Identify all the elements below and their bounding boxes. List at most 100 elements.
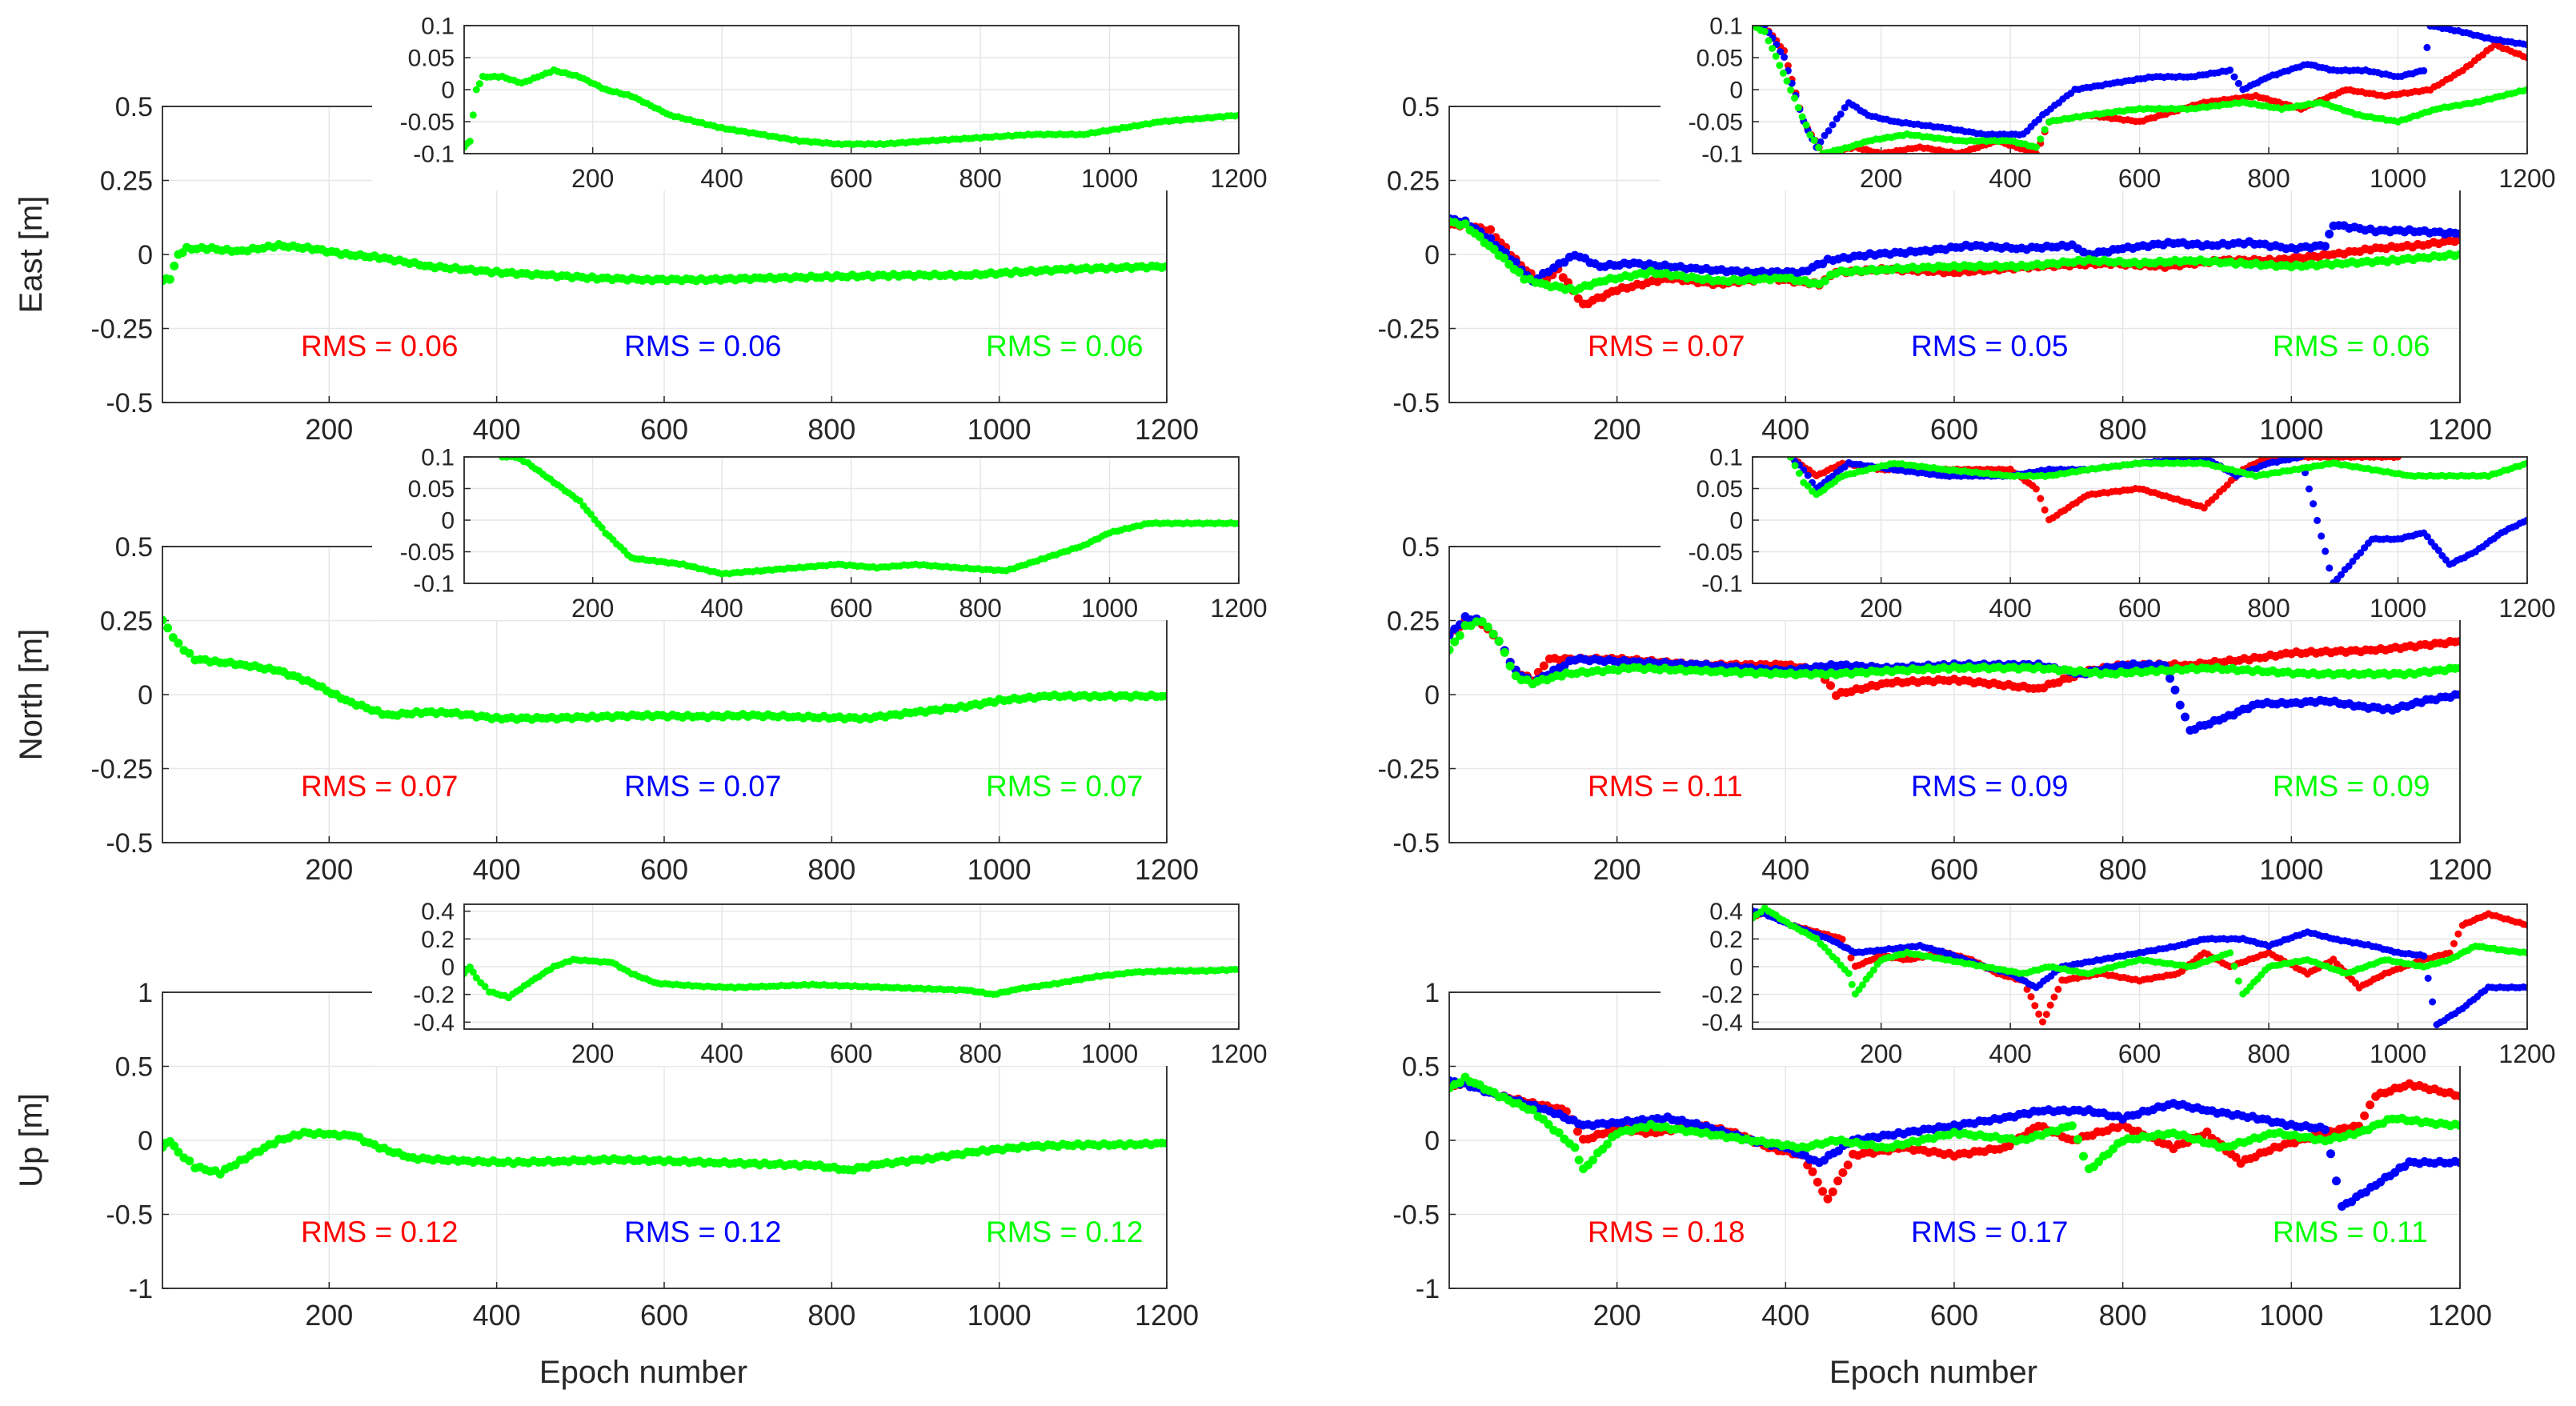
data-point-green xyxy=(1769,45,1777,52)
chart-up-left-inset-series-green xyxy=(464,955,1239,1002)
data-point-green xyxy=(1815,143,1823,151)
data-point-green xyxy=(1528,1105,1537,1115)
data-point-green xyxy=(170,261,179,270)
data-point-blue xyxy=(2523,41,2527,49)
data-point-blue xyxy=(2434,547,2442,555)
chart-east-right-xtick-label: 1000 xyxy=(2259,413,2323,446)
data-point-red xyxy=(2032,150,2040,154)
data-point-blue xyxy=(2423,43,2431,51)
chart-up-left-inset-ytick-label: 0.2 xyxy=(421,927,455,953)
chart-east-right-series-blue xyxy=(1449,214,2460,286)
data-point-green xyxy=(472,974,480,982)
data-point-blue xyxy=(1817,138,1825,146)
data-point-red xyxy=(1843,1160,1853,1170)
data-point-green xyxy=(174,639,183,648)
data-point-green xyxy=(1806,131,1814,139)
data-point-blue xyxy=(2310,500,2318,508)
chart-east-right-inset-xtick-label: 600 xyxy=(2118,164,2161,193)
data-point-red xyxy=(2366,1100,2375,1110)
data-point-green xyxy=(2073,1135,2082,1144)
chart-up-right-rms-green: RMS = 0.11 xyxy=(2273,1216,2428,1248)
chart-east-right-xtick-label: 800 xyxy=(2099,413,2147,446)
chart-north-right-inset-ytick-label: 0.05 xyxy=(1697,476,1743,503)
chart-east-right-inset-xtick-label: 800 xyxy=(2247,164,2290,193)
data-point-blue xyxy=(2165,674,2175,683)
data-point-blue xyxy=(1804,471,1812,479)
chart-up-right-inset-ytick-label: 0 xyxy=(1729,955,1743,981)
data-point-blue xyxy=(2234,79,2242,87)
data-point-green xyxy=(1588,1156,1597,1165)
chart-north-right-ytick-label: 0.5 xyxy=(1402,532,1440,563)
chart-up-right-inset-series-group xyxy=(1753,904,2527,1028)
chart-up-left-inset-ytick-label: 0.4 xyxy=(421,899,455,925)
chart-east-right-inset-ytick-label: 0 xyxy=(1729,78,1743,104)
chart-north-left-inset-ytick-label: -0.1 xyxy=(413,571,455,598)
chart-north-right-xtick-label: 800 xyxy=(2099,853,2147,886)
chart-up-right-xtick-label: 1000 xyxy=(2259,1299,2323,1332)
data-point-red xyxy=(2394,457,2402,461)
data-point-green xyxy=(1162,691,1167,701)
chart-east-left-ytick-label: -0.5 xyxy=(106,388,153,419)
chart-up-right-rms-red: RMS = 0.18 xyxy=(1588,1216,1745,1248)
chart-up-left-inset-xtick-label: 1200 xyxy=(1210,1039,1267,1068)
chart-east-left-series-group xyxy=(162,240,1167,286)
data-point-red xyxy=(2450,939,2458,947)
data-point-red xyxy=(1539,661,1548,671)
data-point-green xyxy=(1449,645,1454,655)
data-point-red xyxy=(2202,1128,2212,1136)
chart-east-right: 200 400 600 800 1000 1200-0.5-0.2500.250.5RMS… xyxy=(1378,14,2556,447)
chart-east-right-rms-green: RMS = 0.06 xyxy=(2273,330,2430,363)
data-point-green xyxy=(185,648,194,658)
chart-east-right-inset-series-group xyxy=(1753,26,2527,154)
chart-east-left-series-green xyxy=(162,240,1167,286)
data-point-blue xyxy=(2321,1125,2330,1135)
chart-east-left-ytick-label: 0.25 xyxy=(100,166,153,196)
chart-up-right-inset-ytick-label: -0.4 xyxy=(1701,1010,1743,1036)
data-point-green xyxy=(1570,1143,1580,1152)
data-point-blue xyxy=(2326,1149,2335,1159)
chart-east-left-xtick-label: 800 xyxy=(807,413,855,446)
chart-east-left-ytick-label: 0.5 xyxy=(115,92,153,122)
chart-up-right-xtick-label: 800 xyxy=(2099,1299,2147,1332)
chart-east-left-rms-green: RMS = 0.06 xyxy=(986,330,1143,363)
chart-up-right-xtick-label: 200 xyxy=(1593,1299,1641,1332)
chart-up-left-xtick-label: 200 xyxy=(305,1299,353,1332)
data-point-blue xyxy=(2523,516,2527,524)
data-point-green xyxy=(1455,631,1464,640)
chart-north-right-inset-xtick-label: 400 xyxy=(1989,594,2031,623)
chart-up-right-inset-ytick-label: 0.4 xyxy=(1709,899,1743,925)
data-point-red xyxy=(1818,1187,1828,1196)
data-point-green xyxy=(1483,623,1492,631)
chart-east-right-inset-ytick-label: -0.05 xyxy=(1689,110,1743,136)
chart-east-left-inset-ytick-label: 0.05 xyxy=(408,46,455,72)
chart-east-right-inset-series-blue xyxy=(1753,26,2527,151)
data-point-red xyxy=(2454,930,2462,938)
chart-up-right-inset-xtick-label: 400 xyxy=(1989,1039,2031,1068)
chart-east-left-xtick-label: 400 xyxy=(473,413,521,446)
chart-north-left-inset-xtick-label: 1000 xyxy=(1081,594,1138,623)
data-point-red xyxy=(2200,504,2208,512)
chart-north-right-inset-xtick-label: 1000 xyxy=(2370,594,2426,623)
data-point-green xyxy=(587,511,595,519)
chart-north-left-rms-green: RMS = 0.07 xyxy=(986,770,1143,803)
data-point-red xyxy=(2054,985,2062,993)
data-point-green xyxy=(2041,126,2049,134)
data-point-red xyxy=(1486,225,1496,234)
chart-north-right-ytick-label: 0.25 xyxy=(1387,606,1440,636)
data-point-green xyxy=(185,1156,194,1166)
chart-east-right-inset-xtick-label: 1000 xyxy=(2370,164,2426,193)
data-point-green xyxy=(1794,104,1802,112)
chart-up-left-ytick-label: -1 xyxy=(129,1274,153,1304)
chart-up-left-inset-ytick-label: -0.4 xyxy=(413,1010,455,1036)
chart-east-left-inset-series-group xyxy=(464,66,1239,151)
chart-up-left-xtick-label: 800 xyxy=(807,1299,855,1332)
data-point-blue xyxy=(1833,115,1841,122)
chart-up-right-series-green xyxy=(1449,1072,2460,1174)
chart-up-right-inset-xtick-label: 200 xyxy=(1860,1039,1902,1068)
data-point-red xyxy=(1838,935,1846,943)
data-point-blue xyxy=(1825,127,1833,134)
data-point-green xyxy=(1235,111,1239,119)
